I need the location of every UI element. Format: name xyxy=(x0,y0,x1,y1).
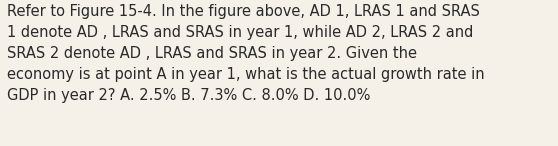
Text: Refer to Figure 15-4. In the figure above, AD 1, LRAS 1 and SRAS
1 denote AD , L: Refer to Figure 15-4. In the figure abov… xyxy=(7,4,485,103)
